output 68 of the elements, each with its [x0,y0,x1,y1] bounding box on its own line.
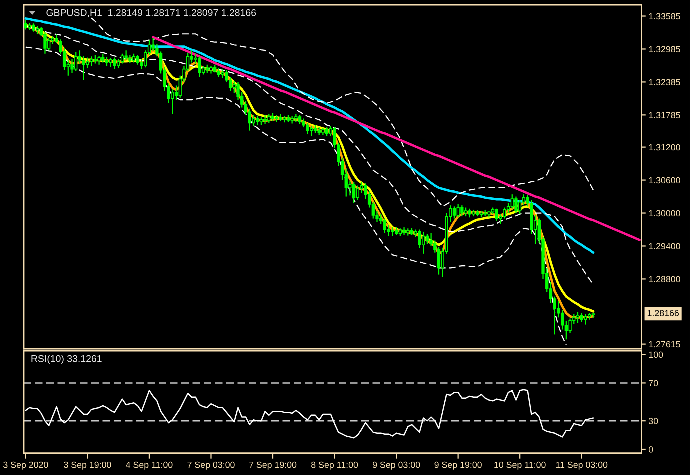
chart-title: RSI(10) 33.1261 [32,355,102,364]
x-tick-label: 3 Sep 2020 [4,462,48,470]
candlestick [518,200,522,215]
candlestick [24,20,28,30]
candlestick [198,56,202,78]
x-tick-label: 8 Sep 11:00 [312,462,358,470]
candlestick [422,231,426,254]
candlestick [74,52,78,72]
candlestick [426,234,430,245]
candlestick [576,312,580,324]
candlestick [452,206,456,220]
candlestick [356,185,360,201]
candlestick [306,122,310,135]
candlestick [584,314,588,326]
candlestick [82,56,86,81]
y-tick-label: 1.32385 [649,79,680,86]
candlestick [90,56,94,67]
y-tick-label: 1.32985 [649,46,680,53]
y-tick-label: 1.31785 [649,112,680,118]
x-tick-label: 7 Sep 19:00 [249,462,297,470]
y-tick-label: 0 [648,446,654,453]
y-tick-label: 100 [649,352,664,358]
line-series [25,389,594,439]
candlestick [383,218,387,234]
candlestick [514,196,518,214]
y-tick-label: 1.31200 [649,144,680,151]
y-tick-label: 1.29400 [649,243,680,250]
candlestick [495,208,499,222]
candlestick [352,182,356,204]
candlestick [86,57,90,69]
x-tick-label: 10 Sep 11:00 [494,462,546,470]
text: 1.28166 [648,310,679,316]
candlestick [510,194,514,210]
candlestick [437,246,441,276]
x-tick-label: 9 Sep 19:00 [434,462,482,470]
candlestick [171,88,174,115]
candlestick [232,80,236,94]
candlestick [48,38,51,52]
candlestick [264,114,267,125]
y-tick-label: 1.27615 [649,341,680,348]
candlestick [70,58,74,74]
x-tick-label: 3 Sep 19:00 [64,462,112,470]
y-tick-label: 1.30000 [649,210,680,217]
x-tick-label: 9 Sep 03:00 [373,462,420,470]
line-series [152,36,641,242]
candlestick [136,54,140,66]
candlestick [506,202,510,214]
y-tick-label: 1.28800 [649,276,680,283]
candlestick [252,114,256,127]
candlestick [456,204,460,218]
candlestick [460,205,464,218]
candlestick [113,57,116,70]
x-tick-label: 7 Sep 03:00 [188,462,235,470]
y-tick-label: 30 [648,418,658,424]
line-series [25,46,567,346]
line-series [91,18,594,208]
candlestick [387,224,390,237]
candlestick [310,126,314,137]
y-tick-label: 1.30600 [649,177,680,184]
candlestick [228,76,232,92]
candlestick [120,53,124,64]
y-tick-label: 70 [649,380,658,387]
candlestick [124,50,128,62]
y-tick-label: 1.33585 [649,13,680,20]
chart-title: GBPUSD,H1 1.28149 1.28171 1.28097 1.28166 [46,9,256,18]
x-tick-label: 11 Sep 03:00 [556,462,608,470]
candlestick [248,108,252,132]
x-tick-label: 4 Sep 11:00 [126,462,173,470]
